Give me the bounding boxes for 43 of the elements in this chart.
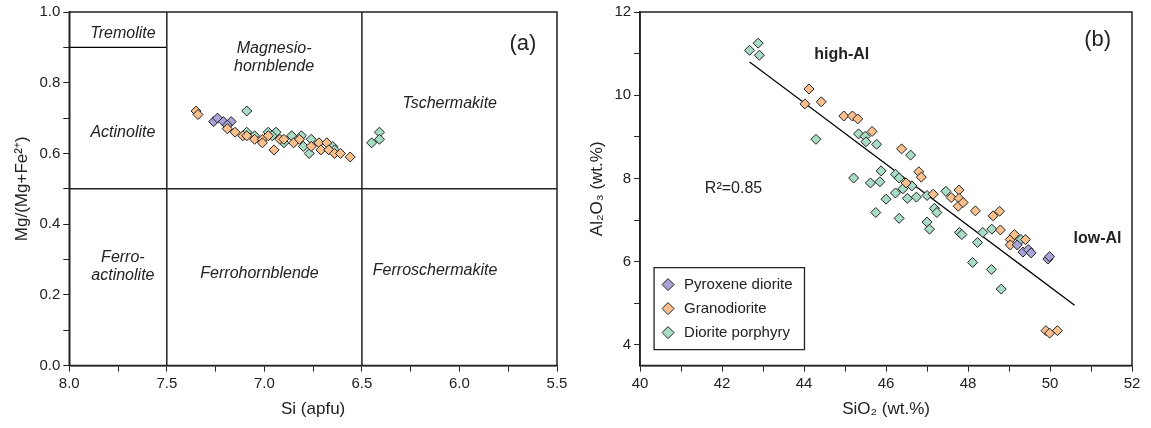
- x-tick-label: 6.5: [351, 373, 373, 391]
- y-tick-label: 0.0: [39, 355, 61, 373]
- y-tick-label: 1.0: [39, 2, 61, 20]
- y-tick-label: 0.8: [39, 72, 61, 90]
- annotation: low-Al: [1073, 228, 1122, 246]
- x-axis-title: SiO₂ (wt.%): [842, 399, 930, 419]
- y-tick-label: 8: [622, 168, 632, 186]
- y-tick-label: 0.2: [39, 285, 61, 303]
- annotation: high-Al: [814, 44, 870, 62]
- x-tick-label: 46: [877, 373, 895, 391]
- y-axis-title: Al₂O₃ (wt.%): [586, 141, 606, 237]
- annotation: Magnesio- hornblende: [234, 39, 315, 75]
- x-tick-label: 40: [631, 373, 649, 391]
- y-tick-label: 6: [622, 251, 632, 269]
- y-tick-label: 0.4: [39, 214, 61, 232]
- x-tick-label: 7.5: [156, 373, 178, 391]
- x-tick-label: 44: [795, 373, 813, 391]
- legend-label: Pyroxene diorite: [684, 274, 793, 292]
- y-tick-label: 0.6: [39, 143, 61, 161]
- x-tick-label: 48: [959, 373, 977, 391]
- x-tick-label: 8.0: [58, 373, 80, 391]
- x-tick-label: 6.0: [449, 373, 470, 391]
- annotation: (b): [1084, 26, 1112, 52]
- y-axis-title: Mg/(Mg+Fe²⁺): [11, 136, 31, 242]
- y-tick-label: 4: [622, 334, 632, 352]
- annotation: Tremolite: [90, 23, 156, 41]
- annotation: R²=0.85: [704, 179, 763, 197]
- y-tick-label: 12: [614, 2, 632, 20]
- x-tick-label: 5.5: [546, 373, 568, 391]
- annotation: Ferroschermakite: [372, 260, 498, 278]
- x-axis-title: Si (apfu): [281, 399, 346, 419]
- x-tick-label: 42: [713, 373, 731, 391]
- annotation: Tschermakite: [402, 94, 498, 112]
- annotation: Actinolite: [89, 122, 156, 140]
- x-tick-label: 52: [1123, 373, 1141, 391]
- y-tick-label: 10: [614, 85, 632, 103]
- legend-label: Diorite porphyry: [684, 322, 791, 340]
- legend-label: Granodiorite: [684, 298, 767, 316]
- annotation: (a): [509, 29, 537, 55]
- annotation: Ferro- actinolite: [91, 248, 155, 284]
- annotation: Ferrohornblende: [200, 264, 319, 282]
- x-tick-label: 7.0: [253, 373, 275, 391]
- x-tick-label: 50: [1041, 373, 1059, 391]
